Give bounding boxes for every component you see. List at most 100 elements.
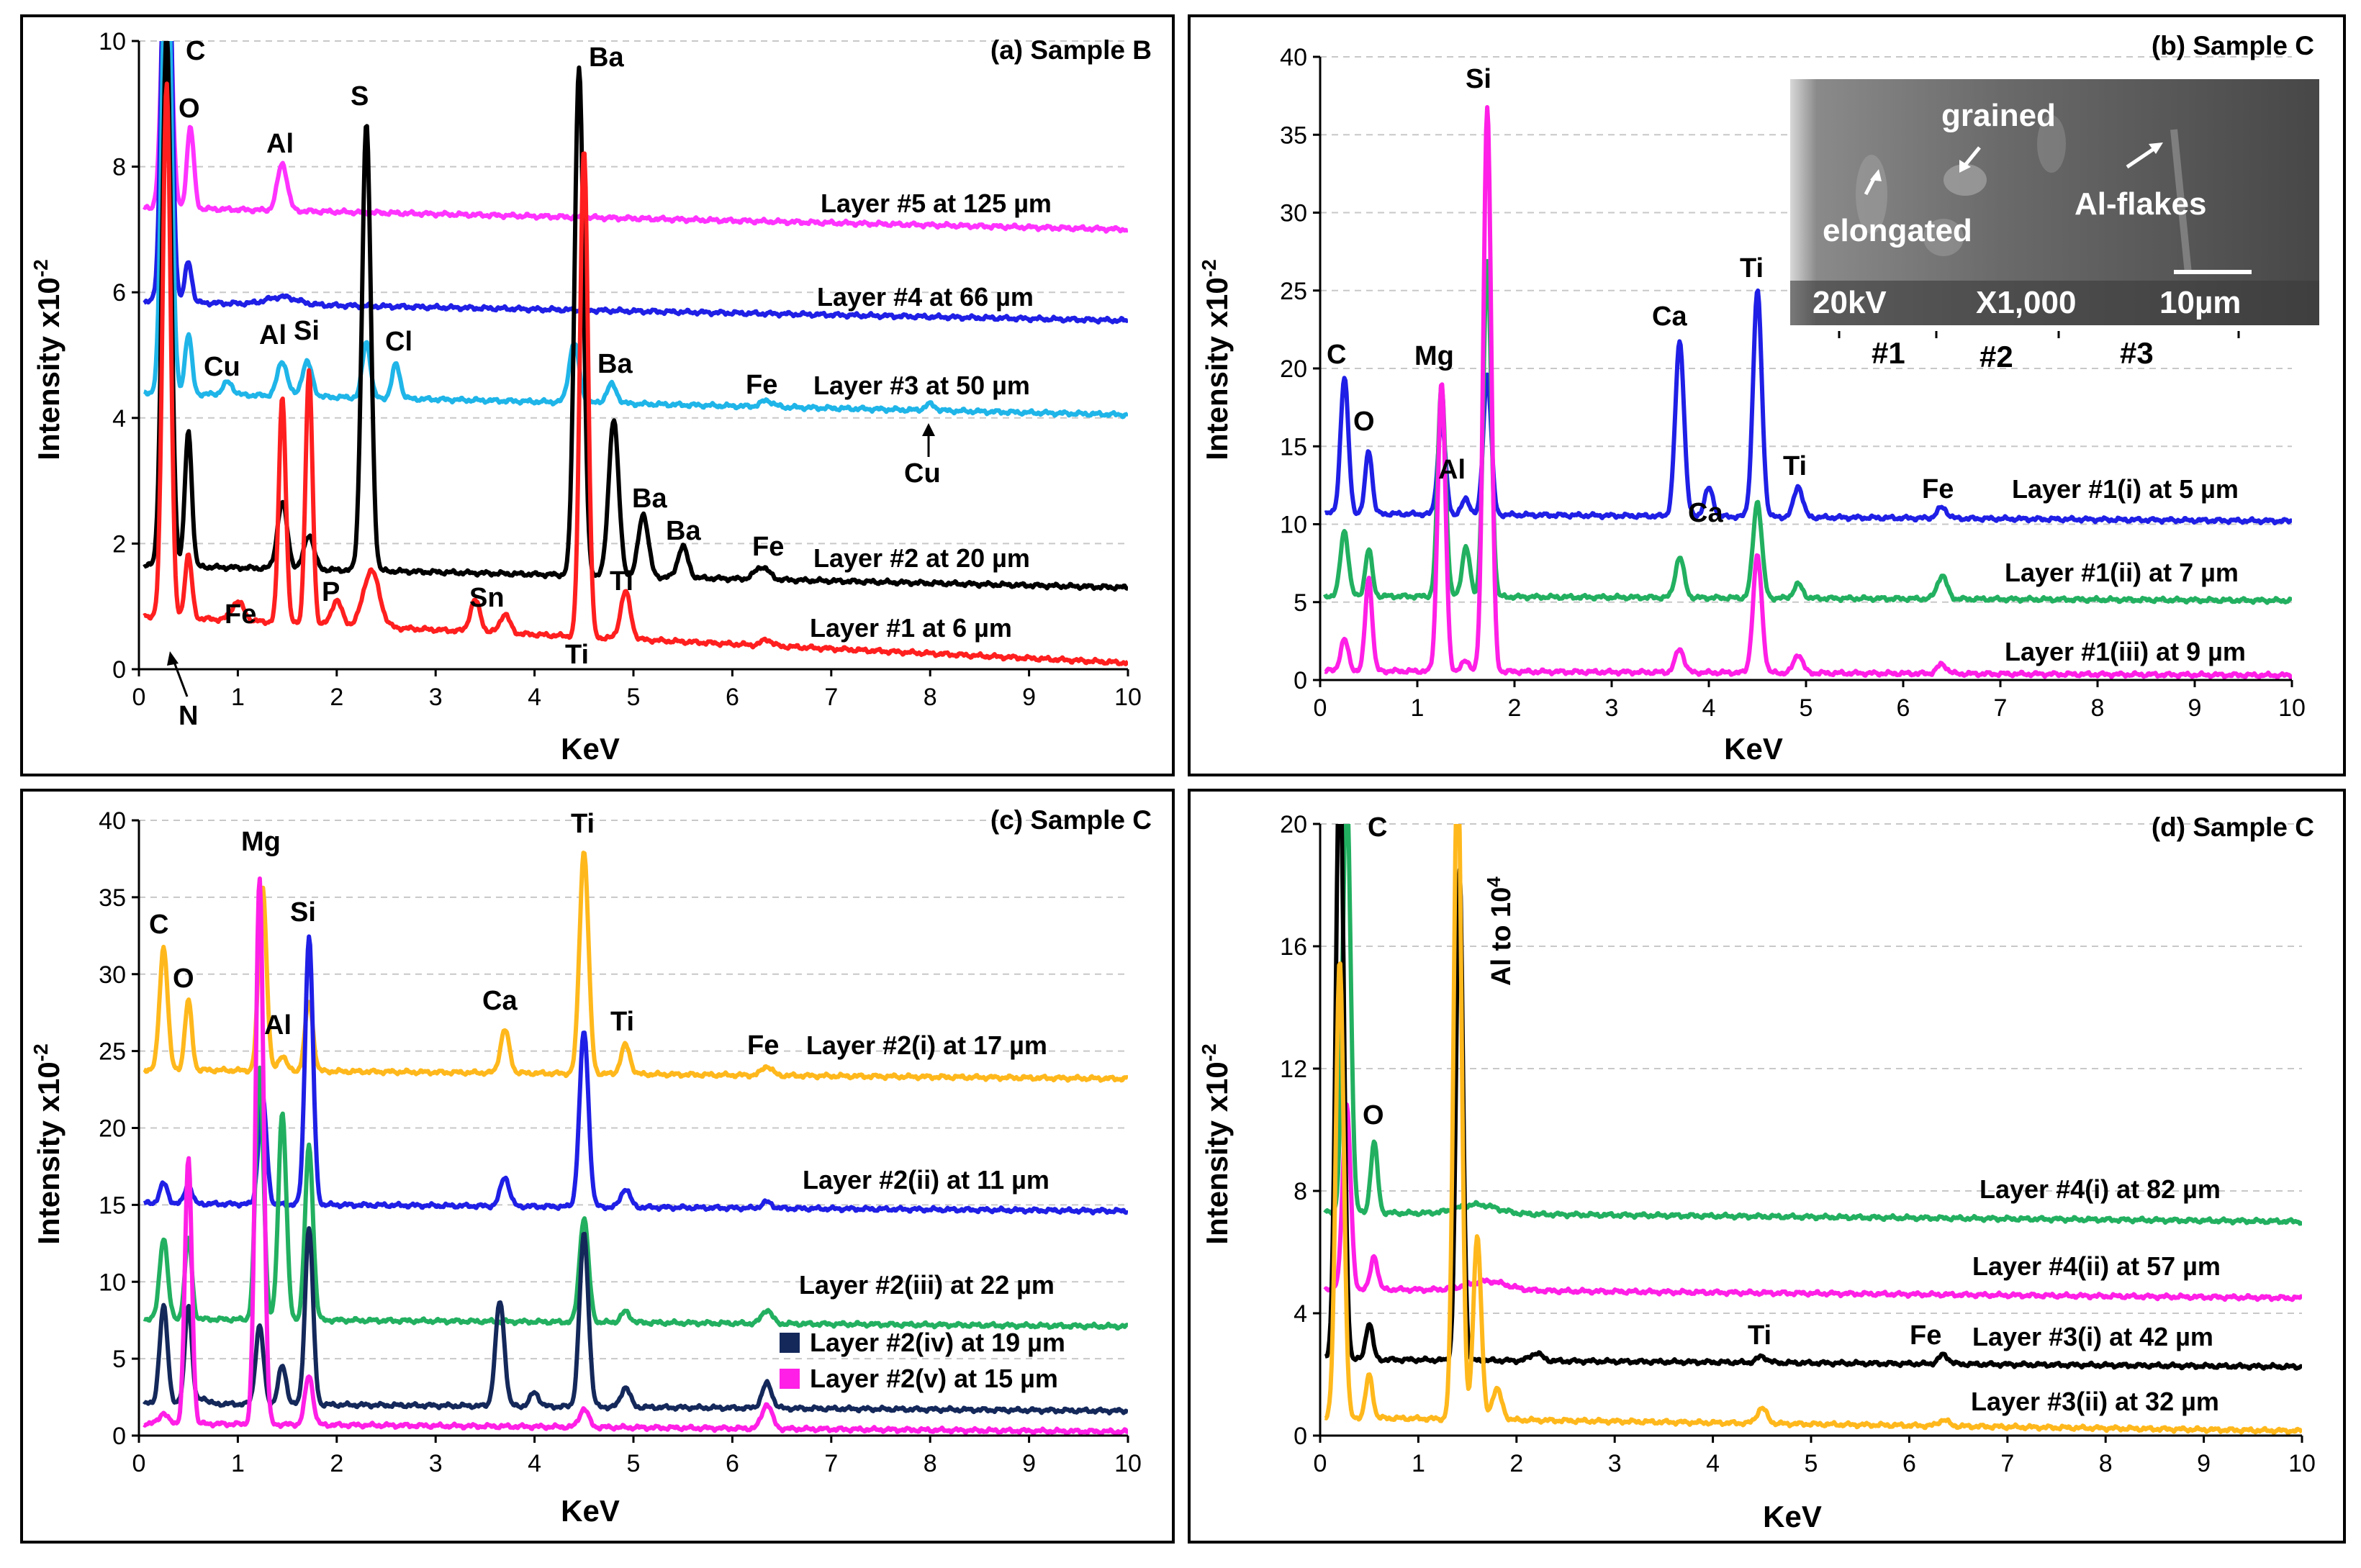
- peak-label-s: S: [351, 81, 369, 112]
- panel-c-frame: [20, 789, 1175, 1544]
- x-tick-label: 6: [726, 1450, 739, 1477]
- panel-a-title: (a) Sample B: [990, 35, 1152, 65]
- series-line: [1324, 105, 2292, 680]
- y-tick-label: 0: [112, 656, 126, 684]
- peak-label-ba-4: Ba: [666, 516, 701, 546]
- peak-label-al: Al: [266, 129, 294, 159]
- al-flakes-arrowhead-icon: [2149, 142, 2163, 154]
- series-line: [143, 41, 1128, 420]
- x-tick-label: 10: [1114, 684, 1142, 711]
- x-tick-label: 7: [2000, 1450, 2014, 1477]
- peak-label-ti-2: Ti: [1783, 451, 1807, 481]
- peak-label-ca: Ca: [482, 986, 518, 1016]
- peak-label-n: N: [179, 701, 198, 731]
- x-tick-label: 6: [726, 684, 739, 711]
- layer-2iv-label: Layer #2(iv) at 19 µm: [810, 1328, 1065, 1357]
- x-tick-label: 7: [1994, 694, 2008, 722]
- x-tick-label: 8: [2099, 1450, 2113, 1477]
- sem-label-elongated: elongated: [1823, 213, 1972, 248]
- peak-label-fe: Fe: [746, 370, 777, 400]
- peak-label-fe: Fe: [1910, 1320, 1941, 1351]
- y-tick-label: 35: [99, 884, 126, 912]
- x-tick-label: 7: [824, 1450, 838, 1477]
- peak-label-ca-2: Ca: [1688, 498, 1723, 528]
- panel-c-legend: Layer #2(i) at 17 µm Layer #2(ii) at 11 …: [780, 1030, 1065, 1393]
- cu-arrowhead-icon: [922, 423, 935, 436]
- peak-label-c: C: [186, 36, 205, 66]
- x-tick-label: 2: [1508, 694, 1522, 722]
- series-line: [143, 876, 1128, 1436]
- x-tick-label: 3: [429, 1450, 443, 1477]
- x-tick-label: 8: [924, 1450, 937, 1477]
- peak-label-ba: Ba: [589, 42, 624, 73]
- y-tick-label: 30: [1280, 200, 1307, 227]
- peak-label-sn: Sn: [469, 583, 505, 613]
- series-group: [1323, 105, 2292, 680]
- grained-arrowhead-icon: [1959, 160, 1971, 173]
- panel-a-legend: Layer #5 at 125 µm Layer #4 at 66 µm Lay…: [810, 189, 1052, 643]
- y-tick-label: 6: [112, 279, 126, 307]
- peak-label-ti-2: Ti: [565, 640, 589, 670]
- y-tick-label: 0: [1294, 667, 1307, 694]
- y-tick-label: 20: [1280, 355, 1307, 383]
- y-tick-label: 25: [99, 1038, 126, 1066]
- sem-label-magnification: X1,000: [1976, 285, 2076, 320]
- grained-arrow-icon: [1962, 146, 1981, 168]
- x-tick-label: 3: [1608, 1450, 1622, 1477]
- peak-label-p: P: [322, 577, 340, 607]
- x-tick-label: 4: [1706, 1450, 1720, 1477]
- peak-label-o: O: [179, 94, 200, 124]
- series-line: [143, 934, 1128, 1216]
- series-line: [143, 41, 1128, 325]
- peak-label-mg: Mg: [1414, 341, 1454, 371]
- n-arrowhead-icon: [167, 651, 179, 666]
- sem-label-al-flakes: Al-flakes: [2075, 186, 2206, 222]
- x-tick-label: 0: [132, 684, 146, 711]
- inset-caption-1: #1: [1872, 336, 1905, 370]
- peak-label-ba-2: Ba: [597, 349, 633, 379]
- sem-label-voltage: 20kV: [1812, 285, 1887, 320]
- panel-c-title: (c) Sample C: [990, 805, 1152, 835]
- panel-b-y-label: Intensity x10-2: [1198, 259, 1234, 460]
- series-line: [1324, 288, 2292, 526]
- series-group: [142, 41, 1128, 666]
- x-tick-label: 5: [627, 684, 641, 711]
- y-tick-label: 5: [112, 1346, 126, 1373]
- x-tick-label: 8: [924, 684, 937, 711]
- x-tick-label: 4: [528, 684, 541, 711]
- layer-2-label: Layer #2 at 20 µm: [813, 543, 1030, 573]
- sem-flake: [2170, 129, 2192, 274]
- x-tick-label: 9: [1022, 684, 1036, 711]
- inset-caption-3: #3: [2120, 336, 2154, 370]
- x-tick-label: 1: [1412, 1450, 1425, 1477]
- x-tick-label: 1: [1411, 694, 1425, 722]
- panel-d-x-label: KeV: [1763, 1500, 1822, 1533]
- y-tick-label: 25: [1280, 278, 1307, 305]
- y-tick-label: 0: [1294, 1423, 1307, 1450]
- al-flakes-arrow-icon: [2126, 145, 2157, 169]
- x-tick-label: 9: [1022, 1450, 1036, 1477]
- panel-c-annotations: Mg Si C O Al Ca Ti Ti Fe: [149, 809, 779, 1061]
- y-tick-label: 4: [1294, 1300, 1307, 1328]
- panel-a-x-label: KeV: [561, 732, 620, 766]
- peak-label-c: C: [1368, 812, 1387, 843]
- layer-1-label: Layer #1 at 6 µm: [810, 613, 1012, 643]
- x-tick-label: 10: [1114, 1450, 1142, 1477]
- y-tick-label: 8: [112, 154, 126, 181]
- x-tick-label: 9: [2188, 694, 2202, 722]
- peak-label-o: O: [173, 964, 194, 994]
- series-line: [142, 1226, 1128, 1416]
- panel-d-title: (d) Sample C: [2152, 812, 2314, 842]
- peak-label-ba-3: Ba: [632, 484, 667, 514]
- series-line: [142, 41, 1128, 234]
- series-line: [1324, 824, 2302, 1436]
- layer-2iii-label: Layer #2(iii) at 22 µm: [799, 1270, 1055, 1300]
- y-tick-label: 10: [1280, 512, 1307, 539]
- x-tick-label: 5: [1805, 1450, 1818, 1477]
- peak-label-c: C: [149, 910, 168, 940]
- panel-c-plot: 0 5 10 15 20 25 30 35 40 0 1 2 3 4 5 6 7 8 9 10: [99, 807, 1142, 1477]
- peak-label-c: C: [1327, 340, 1346, 370]
- y-tick-label: 40: [1280, 44, 1307, 71]
- layer-1iii-label: Layer #1(iii) at 9 µm: [2005, 637, 2246, 666]
- series-line: [143, 1065, 1128, 1331]
